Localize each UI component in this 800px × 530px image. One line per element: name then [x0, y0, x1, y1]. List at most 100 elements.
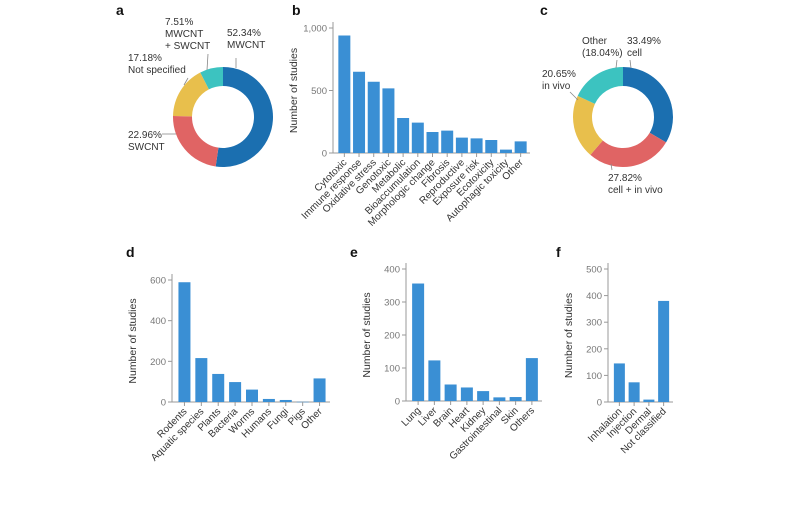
bar-worms [246, 389, 258, 402]
bar-bacteria [229, 382, 242, 402]
bar-not-classified [658, 300, 670, 402]
y-tick-label: 100 [586, 371, 602, 382]
bar-skin [509, 397, 522, 401]
slice-label: 33.49% [627, 36, 661, 47]
slice-label: SWCNT [128, 142, 165, 153]
slice-label: (18.04%) [582, 48, 623, 59]
bar-kidney [477, 391, 490, 401]
y-tick-label: 400 [384, 265, 400, 276]
slice-label: 52.34% [227, 28, 261, 39]
panel-letter-c: c [540, 2, 548, 18]
leader-line [629, 59, 632, 69]
bar-brain [444, 384, 457, 401]
y-tick-label: 0 [597, 398, 602, 409]
bar-metabolic [397, 118, 410, 153]
slice-label: cell [627, 48, 642, 59]
bar-injection [628, 382, 640, 402]
slice-label: 7.51% [165, 17, 193, 28]
bar-inhalation [613, 363, 625, 402]
bar-reproductive [455, 137, 468, 153]
y-axis-label: Number of studies [563, 293, 575, 378]
donut-slice [573, 95, 603, 155]
bar-fungi [279, 399, 292, 402]
bar-aquatic-species [195, 358, 208, 402]
bar-autophagic-toxicity [499, 149, 512, 153]
bar-other [313, 378, 326, 402]
y-tick-label: 0 [395, 397, 400, 408]
y-tick-label: 300 [586, 318, 602, 329]
y-tick-label: 200 [586, 344, 602, 355]
leader-line [610, 163, 613, 171]
y-tick-label: 0 [161, 398, 166, 409]
y-tick-label: 500 [586, 265, 602, 276]
bar-dermal [643, 399, 655, 402]
bar-morphologic-change [426, 132, 439, 153]
slice-label: + SWCNT [165, 41, 210, 52]
y-tick-label: 400 [150, 316, 166, 327]
leader-line [183, 77, 189, 86]
bar-lung [412, 283, 425, 401]
bar-gastrointestinal [493, 397, 506, 401]
leader-line [569, 91, 579, 101]
donut-slice [200, 67, 223, 90]
bar-liver [428, 360, 441, 401]
bar-ecotoxicity [485, 140, 498, 153]
y-tick-label: 500 [311, 86, 327, 97]
panel-letter-e: e [350, 244, 358, 260]
bar-fibrosis [441, 130, 454, 153]
donut-slice [590, 132, 667, 167]
leader-line [615, 59, 618, 69]
y-tick-label: 1,000 [303, 24, 327, 35]
panel-letter-f: f [556, 244, 561, 260]
bar-heart [460, 387, 473, 401]
panel-letter-d: d [126, 244, 135, 260]
slice-label: MWCNT [165, 29, 203, 40]
y-tick-label: 200 [150, 357, 166, 368]
donut-slice [623, 67, 674, 143]
slice-label: 27.82% [608, 173, 642, 184]
slice-label: 17.18% [128, 53, 162, 64]
bar-humans [262, 398, 275, 402]
slice-label: Not specified [128, 65, 186, 76]
bar-other [514, 141, 527, 153]
bar-cytotoxic [338, 35, 351, 153]
slice-label: cell + in vivo [608, 185, 663, 196]
y-tick-label: 100 [384, 364, 400, 375]
y-tick-label: 300 [384, 298, 400, 309]
donut-chart-c: 33.49%cell 27.82%cell + in vivo 20.65%in v… [542, 36, 674, 196]
bar-bioaccumulation [411, 122, 424, 153]
slice-label: in vivo [542, 81, 571, 92]
slice-label: Other [582, 36, 608, 47]
y-tick-label: 600 [150, 276, 166, 287]
bar-immune-response [353, 71, 366, 153]
bar-others [525, 358, 538, 401]
donut-slice [173, 116, 219, 167]
slice-label: MWCNT [227, 40, 265, 51]
bar-oxidative-stress [367, 81, 380, 153]
y-tick-label: 400 [586, 291, 602, 302]
donut-slice [577, 67, 623, 104]
panel-letter-a: a [116, 2, 124, 18]
y-tick-label: 0 [322, 149, 327, 160]
donut-slice [173, 72, 209, 117]
slice-label: 22.96% [128, 130, 162, 141]
bar-rodents [178, 282, 191, 402]
slice-label: 20.65% [542, 69, 576, 80]
y-axis-label: Number of studies [288, 48, 300, 133]
bar-exposure-risk [470, 138, 483, 153]
y-axis-label: Number of studies [127, 298, 139, 383]
y-axis-label: Number of studies [361, 292, 373, 377]
panel-letter-b: b [292, 2, 301, 18]
donut-slice [215, 67, 273, 167]
leader-line [206, 53, 209, 71]
y-tick-label: 200 [384, 331, 400, 342]
bar-plants [212, 373, 225, 402]
bar-genotoxic [382, 88, 395, 153]
